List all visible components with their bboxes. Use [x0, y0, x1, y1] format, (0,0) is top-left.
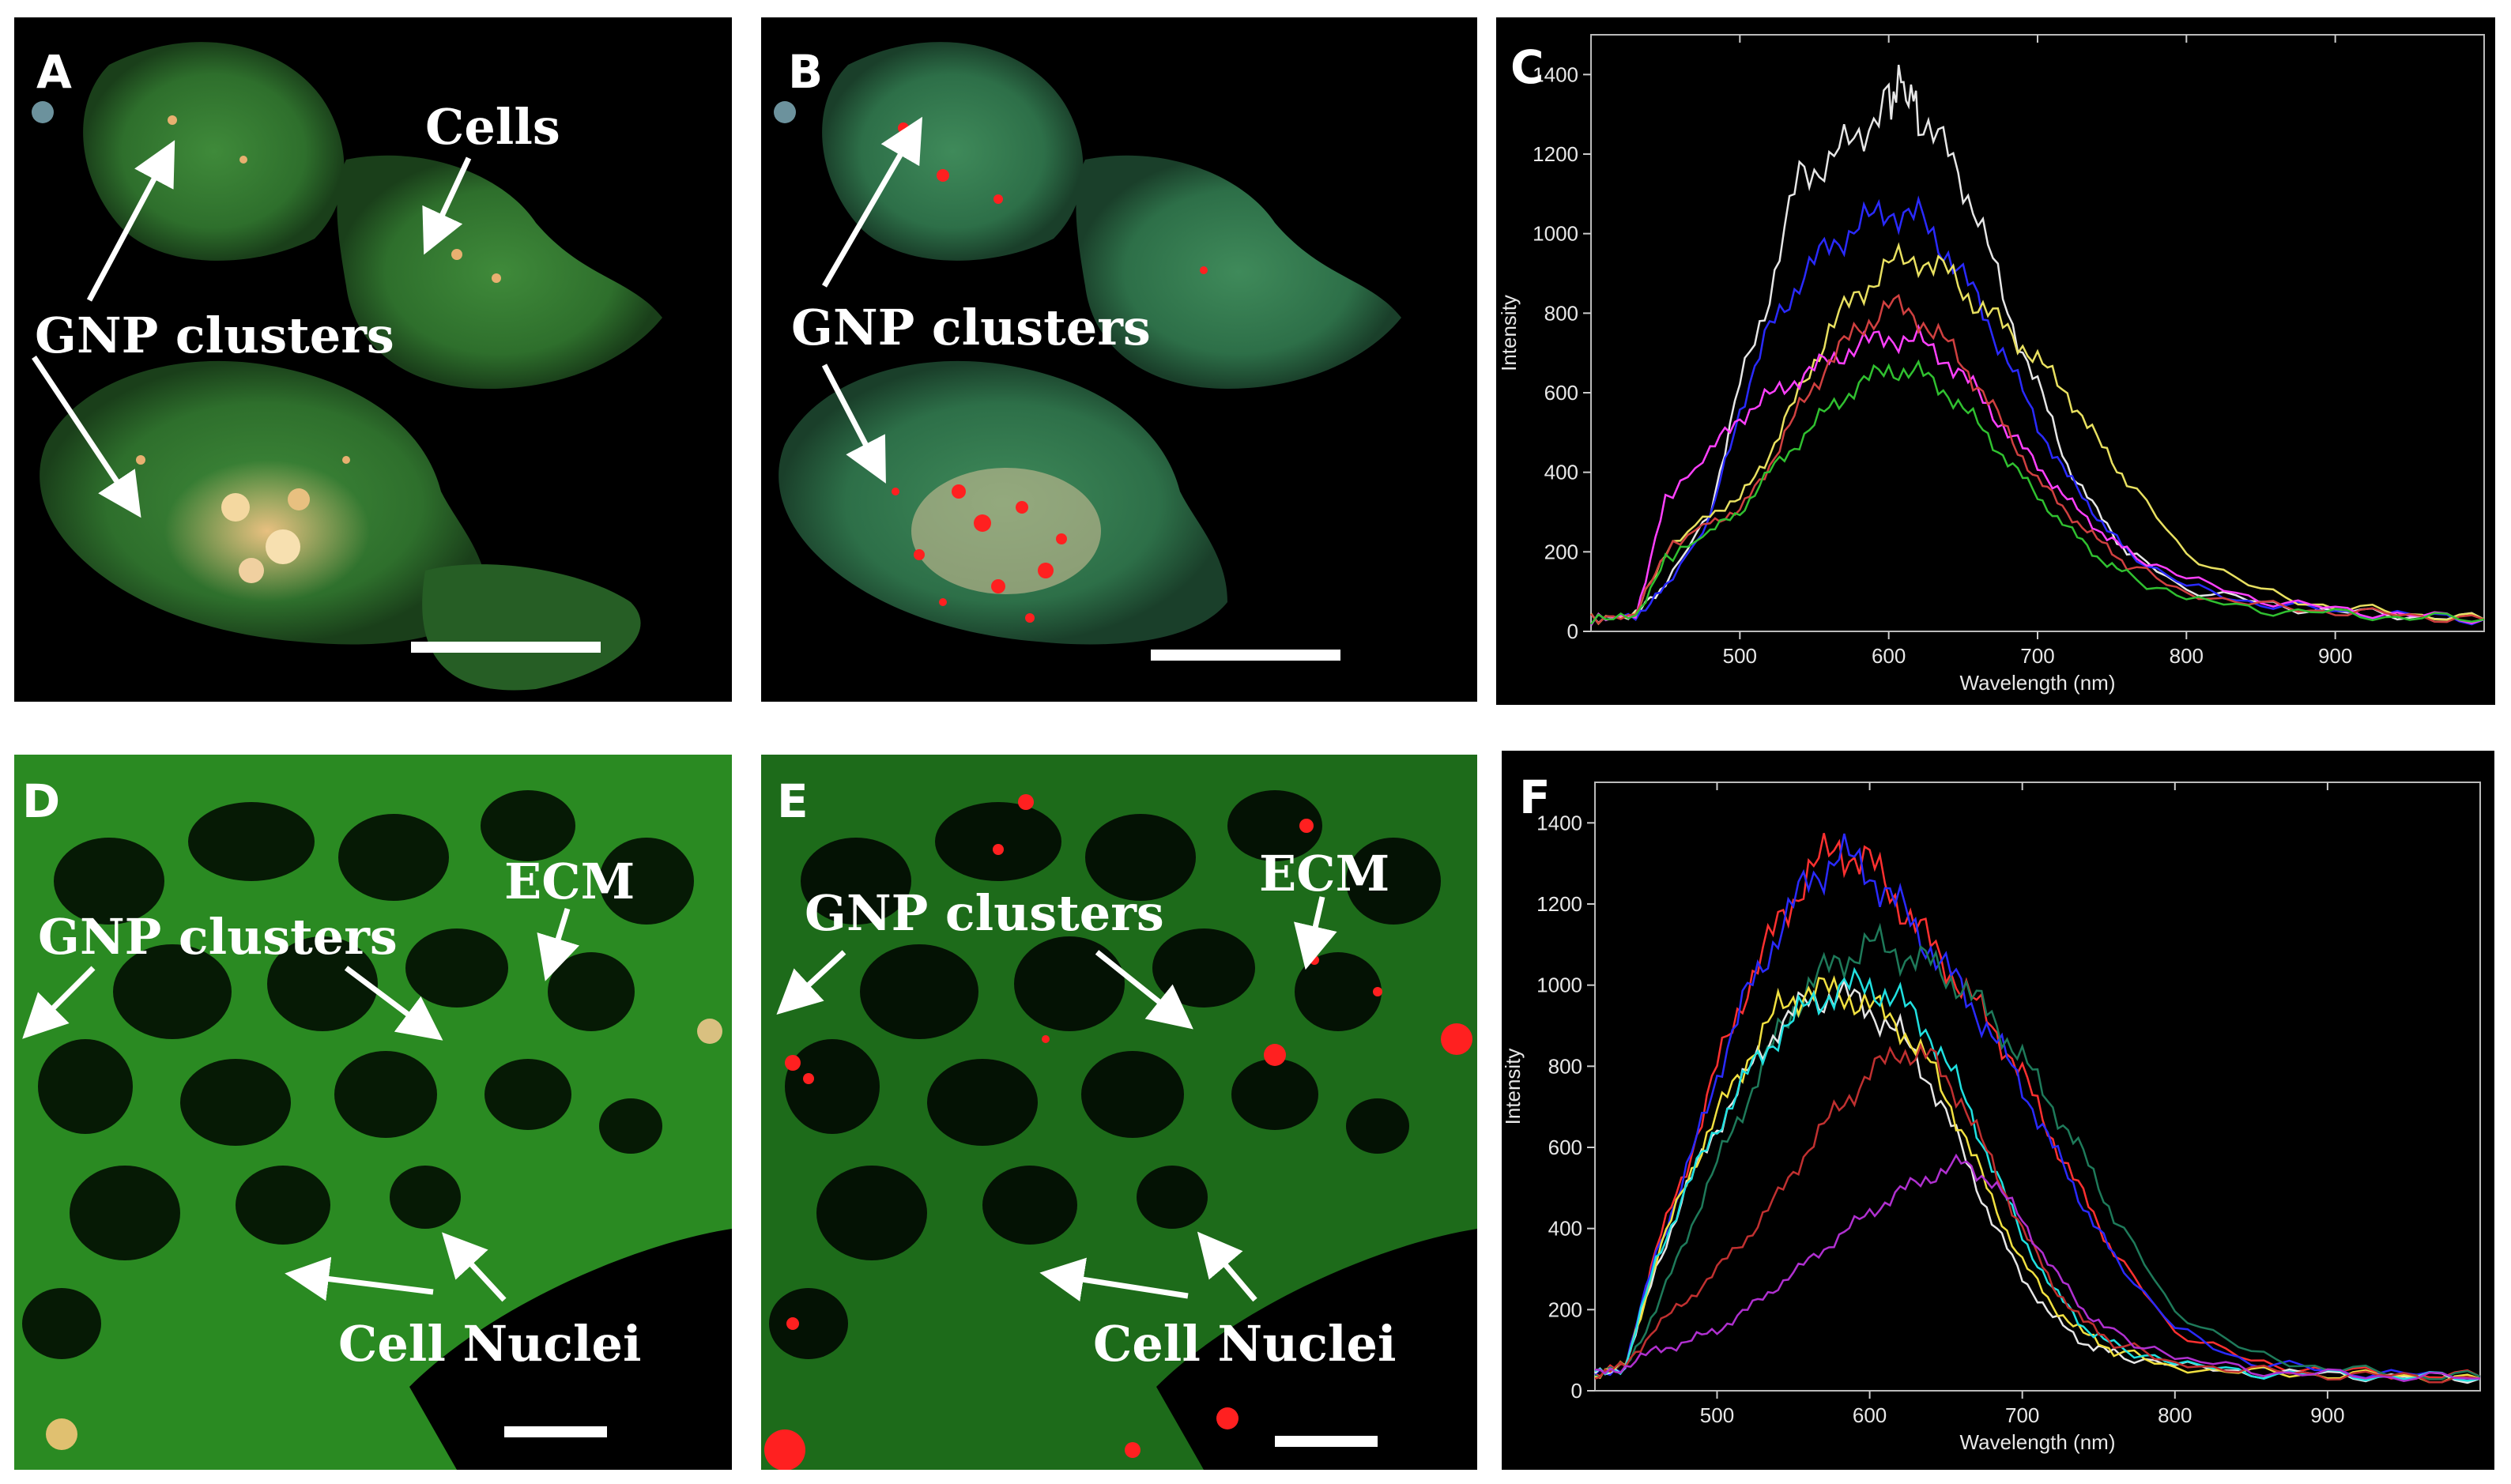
panel-e-micrograph: E ECM GNP clusters Cell Nuclei: [761, 755, 1477, 1470]
y-tick-label: 1000: [1533, 222, 1578, 246]
panel-a-letter: A: [36, 45, 72, 99]
y-tick-label: 1000: [1536, 974, 1582, 997]
y-tick-label: 200: [1544, 540, 1578, 563]
gnp-clusters-label: GNP clusters: [805, 884, 1164, 942]
x-tick-label: 700: [2005, 1403, 2039, 1427]
panel-f-letter: F: [1519, 770, 1551, 824]
scale-bar: [411, 642, 601, 653]
y-tick-label: 1400: [1536, 811, 1582, 834]
panel-d-micrograph: D ECM GNP clusters Cell Nuclei: [14, 755, 732, 1470]
series-line-2: [1589, 195, 2485, 626]
x-tick-label: 600: [1872, 644, 1906, 668]
y-axis-label: Intensity: [1497, 295, 1521, 371]
series-line-1: [1594, 833, 2481, 1380]
panel-c-spectrum-chart: 0 200 400 600 800 1000 1200 1400 500 600 700 800 900…: [1496, 17, 2495, 705]
y-tick-label: 0: [1567, 620, 1578, 643]
x-tick-label: 600: [1853, 1403, 1887, 1427]
y-tick-label: 1200: [1536, 892, 1582, 916]
y-tick-label: 1400: [1533, 62, 1578, 86]
gnp-clusters-label: GNP clusters: [791, 299, 1151, 356]
cells-label: Cells: [425, 98, 560, 156]
series-line-6: [1590, 359, 2485, 625]
series-line-8: [1594, 1153, 2481, 1382]
panel-a-micrograph: A Cells GNP clusters: [14, 17, 732, 702]
panel-b-cells-image: [761, 17, 1477, 702]
y-axis-label: Intensity: [1502, 1049, 1525, 1125]
x-tick-label: 500: [1723, 644, 1757, 668]
y-tick-label: 1200: [1533, 142, 1578, 166]
scale-bar: [1151, 650, 1340, 661]
chart-c-svg: 0 200 400 600 800 1000 1200 1400 500 600 700 800 900…: [1497, 34, 2485, 695]
panel-f-spectrum-chart: 0 200 400 600 800 1000 1200 1400 500 600 700 800 900…: [1502, 751, 2494, 1470]
gnp-clusters-label: GNP clusters: [38, 908, 398, 966]
panel-d-tissue-image: [14, 755, 732, 1470]
panel-c-letter: C: [1510, 40, 1544, 94]
y-tick-label: 400: [1544, 461, 1578, 484]
cell-nuclei-label: Cell Nuclei: [338, 1315, 642, 1373]
y-tick-label: 800: [1544, 301, 1578, 325]
cell-nuclei-label: Cell Nuclei: [1093, 1315, 1397, 1373]
x-tick-label: 900: [2310, 1403, 2344, 1427]
x-tick-label: 500: [1700, 1403, 1734, 1427]
y-tick-label: 400: [1548, 1217, 1582, 1241]
gnp-clusters-label: GNP clusters: [35, 307, 394, 364]
x-tick-label: 900: [2318, 644, 2352, 668]
x-tick-label: 700: [2020, 644, 2054, 668]
series-line-4: [1594, 977, 2481, 1384]
series-line-4: [1589, 323, 2485, 626]
chart-f-svg: 0 200 400 600 800 1000 1200 1400 500 600 700 800 900…: [1502, 782, 2481, 1454]
panel-e-tissue-image: [761, 755, 1477, 1470]
y-tick-label: 600: [1544, 381, 1578, 405]
y-tick-label: 600: [1548, 1136, 1582, 1159]
series-line-3: [1589, 242, 2485, 626]
series-line-6: [1594, 966, 2481, 1382]
panel-b-micrograph: B GNP clusters: [761, 17, 1477, 702]
series-line-1: [1590, 64, 2485, 625]
y-tick-label: 200: [1548, 1298, 1582, 1321]
series-line-5: [1594, 975, 2481, 1384]
ecm-label: ECM: [504, 853, 635, 910]
series-line-3: [1594, 922, 2481, 1380]
x-axis-label: Wavelength (nm): [1960, 671, 2116, 695]
panel-d-letter: D: [22, 774, 61, 828]
x-axis-label: Wavelength (nm): [1960, 1430, 2116, 1454]
panel-a-cells-image: [14, 17, 732, 702]
scale-bar: [504, 1426, 607, 1437]
y-tick-label: 0: [1571, 1379, 1582, 1403]
ecm-label: ECM: [1259, 845, 1390, 902]
series-line-5: [1590, 293, 2485, 625]
panel-b-letter: B: [788, 45, 824, 99]
plot-frame: [1590, 34, 2485, 632]
y-tick-label: 800: [1548, 1054, 1582, 1078]
x-tick-label: 800: [2170, 644, 2204, 668]
series-line-7: [1594, 1042, 2481, 1384]
panel-e-letter: E: [777, 774, 809, 828]
x-tick-label: 800: [2158, 1403, 2192, 1427]
scale-bar: [1275, 1436, 1378, 1447]
series-line-2: [1594, 833, 2481, 1384]
plot-frame: [1594, 782, 2481, 1392]
